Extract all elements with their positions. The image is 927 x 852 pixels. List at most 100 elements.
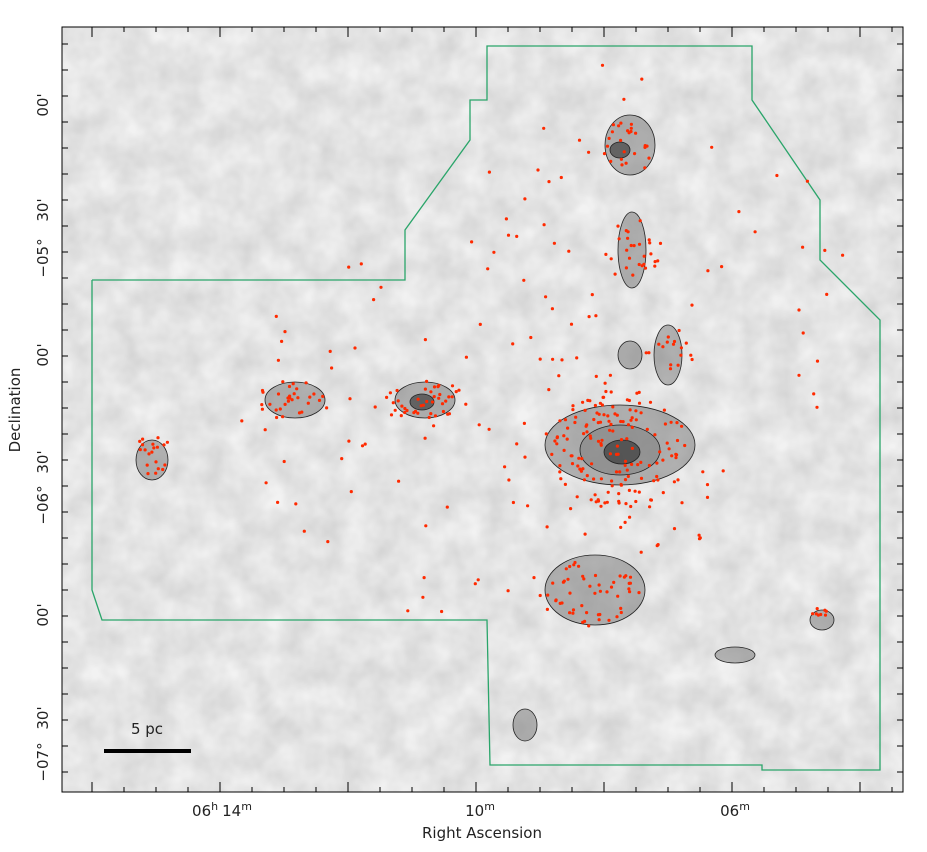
source-dot xyxy=(593,493,597,497)
source-dot xyxy=(571,611,575,615)
source-dot xyxy=(538,593,542,598)
source-dot xyxy=(825,292,829,296)
source-dot xyxy=(598,589,603,593)
source-dot xyxy=(644,351,648,355)
source-dot xyxy=(430,400,435,404)
source-dot xyxy=(597,583,601,587)
source-dot xyxy=(281,380,285,384)
source-dot xyxy=(438,392,442,397)
source-dot xyxy=(276,358,280,362)
y-tick-label: 30' xyxy=(34,450,52,473)
source-dot xyxy=(600,403,605,407)
sky-image xyxy=(62,27,903,792)
tick-labels: 06h 14m 10m 06m00'30'−05°00'30'−06°00'30'−0… xyxy=(34,93,750,820)
source-dot xyxy=(639,550,643,554)
source-dot xyxy=(658,450,662,454)
source-dot xyxy=(542,126,546,130)
source-dot xyxy=(617,237,621,241)
source-dot xyxy=(276,500,280,504)
source-dot xyxy=(163,463,167,467)
source-dot xyxy=(627,131,631,135)
source-dot xyxy=(156,467,160,471)
source-dot xyxy=(652,479,656,483)
contour xyxy=(714,646,756,664)
source-dot xyxy=(675,453,679,457)
contour xyxy=(617,211,647,289)
source-dot xyxy=(626,474,630,478)
source-dot xyxy=(623,520,627,525)
source-dot xyxy=(676,478,680,482)
source-dot xyxy=(385,395,389,399)
source-dot xyxy=(511,500,515,505)
source-dot xyxy=(653,433,657,437)
source-dot xyxy=(634,131,638,135)
y-tick-label: 00' xyxy=(34,603,52,626)
source-dot xyxy=(560,601,564,605)
source-dot xyxy=(570,462,575,466)
source-dot xyxy=(403,410,407,415)
source-dot xyxy=(581,467,585,471)
source-dot xyxy=(675,421,679,425)
source-dot xyxy=(599,443,603,447)
source-dot xyxy=(579,469,584,473)
source-dot xyxy=(399,414,403,418)
source-dot xyxy=(815,405,819,409)
contour xyxy=(653,324,683,386)
source-dot xyxy=(625,437,629,441)
source-dot xyxy=(146,472,150,476)
source-dot xyxy=(706,269,710,273)
source-dot xyxy=(154,460,158,464)
source-dot xyxy=(679,353,683,357)
source-dot xyxy=(278,407,282,411)
source-dot xyxy=(588,584,592,588)
source-dot xyxy=(152,446,156,450)
source-dot xyxy=(470,240,474,244)
source-dot xyxy=(597,618,601,622)
source-dot xyxy=(575,495,579,499)
source-dot xyxy=(643,145,647,149)
contours xyxy=(135,114,835,742)
source-dot xyxy=(801,245,805,249)
source-dot xyxy=(260,388,265,393)
source-dot xyxy=(425,399,429,404)
source-dot xyxy=(581,574,585,578)
source-dot xyxy=(622,150,626,154)
source-dot xyxy=(667,447,671,451)
source-dot xyxy=(391,401,395,405)
source-dot xyxy=(619,483,624,487)
source-dot xyxy=(447,395,451,399)
source-dot xyxy=(720,265,724,269)
source-dot xyxy=(536,168,540,172)
source-dot xyxy=(665,340,669,344)
source-dot xyxy=(560,358,564,362)
source-dot xyxy=(585,611,589,615)
source-dot xyxy=(585,430,589,434)
source-dot xyxy=(544,295,548,299)
source-dot xyxy=(639,460,643,464)
source-dot xyxy=(421,595,425,599)
source-dot xyxy=(697,533,701,537)
source-dot xyxy=(638,219,642,223)
source-dot xyxy=(639,476,644,480)
source-dot xyxy=(653,264,657,268)
source-dot xyxy=(605,590,609,594)
source-dot xyxy=(348,397,352,401)
source-dot xyxy=(637,490,641,494)
source-dot xyxy=(608,452,613,456)
source-dot xyxy=(581,400,585,404)
source-dot xyxy=(643,266,648,270)
y-tick-label: 00' xyxy=(34,93,52,116)
source-dot xyxy=(620,163,624,167)
source-dot xyxy=(573,420,577,425)
x-tick-label-part: m xyxy=(484,800,495,813)
source-dot xyxy=(701,470,705,474)
source-dot xyxy=(661,345,665,349)
source-dot xyxy=(683,443,687,448)
source-dot xyxy=(302,529,306,533)
source-dot xyxy=(690,357,694,362)
source-dot xyxy=(689,353,693,357)
contour xyxy=(617,340,643,370)
source-dot xyxy=(550,307,555,311)
source-dot xyxy=(562,434,566,438)
